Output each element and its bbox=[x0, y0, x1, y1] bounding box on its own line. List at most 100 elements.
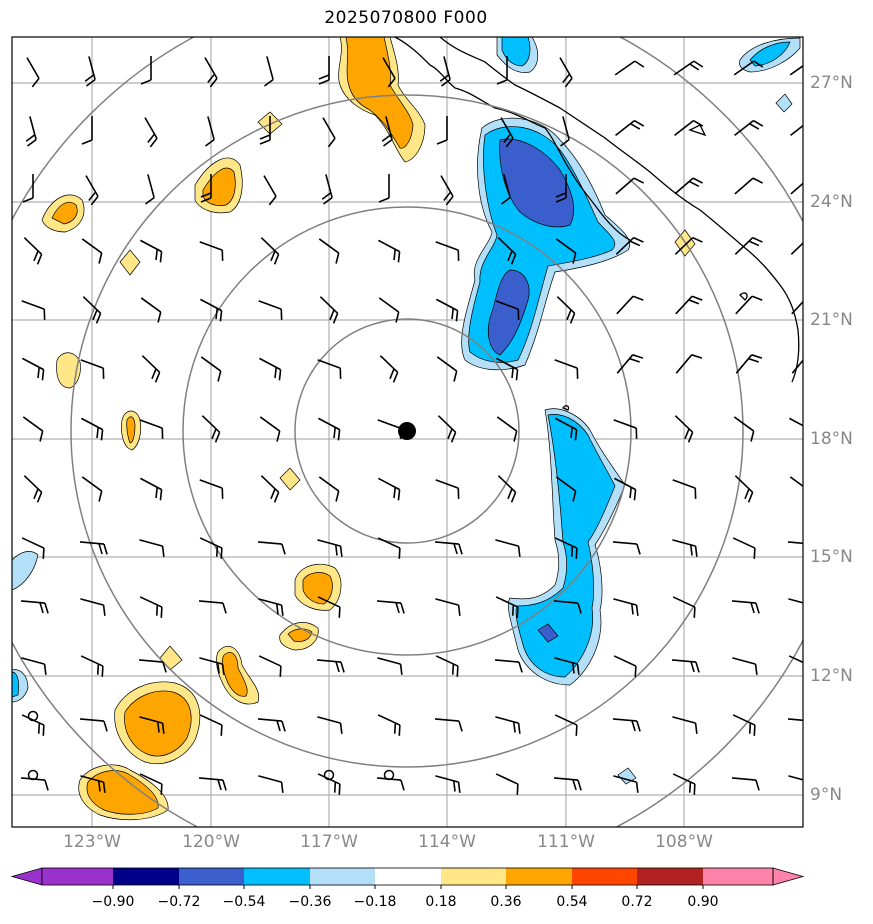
wind-barb-staff bbox=[207, 116, 215, 140]
wind-barb-flag bbox=[693, 784, 696, 795]
wind-barb-flag bbox=[807, 781, 808, 792]
wind-barb-flag bbox=[270, 488, 276, 500]
wind-barb-flag bbox=[453, 543, 458, 555]
wind-barb-flag bbox=[98, 543, 103, 555]
wind-barb-flag bbox=[219, 310, 223, 322]
wind-barb-staff bbox=[29, 116, 37, 140]
lat-label-21: 21°N bbox=[810, 310, 853, 330]
wind-barb-staff bbox=[81, 476, 103, 492]
wind-barb-flag bbox=[205, 138, 215, 147]
wind-barb-staff bbox=[139, 596, 163, 608]
wind-barb-staff bbox=[615, 119, 635, 137]
wind-barb-flag bbox=[318, 79, 330, 85]
wind-barb-staff bbox=[200, 356, 222, 372]
wind-barb-flag bbox=[400, 779, 405, 791]
wind-barb-flag bbox=[220, 548, 223, 559]
wind-barb-staff bbox=[731, 777, 757, 781]
wind-barb-flag bbox=[321, 192, 332, 200]
wind-barb-flag bbox=[147, 133, 156, 144]
wind-barb-flag bbox=[575, 725, 578, 736]
wind-barb-staff bbox=[615, 177, 635, 195]
wind-barb-staff bbox=[616, 295, 634, 315]
wind-barb-flag bbox=[84, 74, 95, 82]
wind-barb-flag bbox=[505, 137, 514, 148]
colorbar-segment bbox=[703, 868, 773, 885]
wind-barb-flag bbox=[333, 781, 337, 793]
wind-barb-flag bbox=[516, 784, 519, 795]
wind-barb-flag bbox=[755, 779, 760, 791]
wind-barb-staff bbox=[378, 477, 400, 491]
wind-barb-flag bbox=[633, 236, 644, 243]
wind-barb-flag bbox=[92, 309, 98, 321]
wind-barb-staff bbox=[555, 417, 577, 431]
wind-barb-staff bbox=[503, 174, 511, 198]
wind-barb-flag bbox=[273, 492, 280, 503]
wind-barb-staff bbox=[497, 237, 517, 255]
colorbar-segment bbox=[310, 868, 375, 885]
wind-barb-flag bbox=[155, 604, 159, 616]
wind-barb-staff bbox=[500, 117, 514, 139]
wind-barb-flag bbox=[339, 546, 343, 557]
wind-barb-staff bbox=[80, 775, 104, 783]
wind-barb-flag bbox=[161, 723, 165, 734]
wind-barb-flag bbox=[577, 602, 582, 614]
wind-barb-flag bbox=[687, 432, 694, 443]
wind-barb-flag bbox=[102, 782, 106, 793]
wind-barb-flag bbox=[338, 784, 341, 795]
wind-barb-flag bbox=[42, 548, 45, 559]
wind-barb-flag bbox=[101, 666, 104, 677]
wind-barb-staff bbox=[260, 475, 280, 493]
wind-barb-flag bbox=[808, 355, 818, 358]
wind-barb-flag bbox=[98, 490, 103, 502]
wind-barb-staff bbox=[201, 415, 221, 433]
wind-barb-staff bbox=[318, 417, 340, 431]
wind-barb-staff bbox=[198, 600, 224, 604]
wind-barb-staff bbox=[147, 174, 155, 198]
wind-barb-flag bbox=[507, 250, 513, 262]
wind-barb-flag bbox=[333, 427, 336, 439]
wind-barb-flag bbox=[161, 546, 165, 557]
wind-barb-flag bbox=[162, 661, 167, 673]
wind-barb-staff bbox=[554, 714, 578, 726]
wind-barb-flag bbox=[383, 138, 393, 147]
wind-barb-staff bbox=[555, 476, 577, 492]
wind-barb-flag bbox=[155, 249, 158, 261]
wind-barb-flag bbox=[395, 602, 400, 614]
wind-barb-flag bbox=[209, 77, 218, 88]
colorbar-tick-label: 0.72 bbox=[621, 894, 653, 910]
wind-barb-flag bbox=[398, 725, 401, 736]
wind-barb-staff bbox=[733, 416, 755, 432]
wind-barb-flag bbox=[200, 197, 212, 203]
wind-barb-flag bbox=[453, 370, 458, 382]
lon-label-111: 111°W bbox=[537, 832, 595, 852]
wind-barb-flag bbox=[516, 607, 519, 618]
wind-barb-staff bbox=[317, 539, 341, 547]
wind-barb-flag bbox=[140, 79, 152, 85]
wind-barb-flag bbox=[270, 250, 276, 262]
wind-barb-flag bbox=[276, 720, 281, 732]
lon-label-117: 117°W bbox=[300, 832, 358, 852]
wind-barb-flag bbox=[216, 662, 220, 674]
calm-circles bbox=[27, 710, 395, 781]
wind-barb-staff bbox=[562, 116, 570, 140]
lon-label-108: 108°W bbox=[655, 832, 713, 852]
wind-barb-flag bbox=[572, 779, 577, 791]
wind-barb-staff bbox=[259, 416, 281, 432]
wind-barb-staff bbox=[21, 300, 45, 310]
wind-barb-flag bbox=[340, 661, 345, 673]
wind-barb-staff bbox=[258, 300, 282, 310]
wind-barb-flag bbox=[693, 607, 696, 618]
wind-barb-staff bbox=[382, 57, 396, 79]
wind-barb-flag bbox=[378, 197, 390, 203]
wind-barb-flag bbox=[694, 546, 698, 557]
wind-barb-staff bbox=[257, 541, 283, 545]
wind-barb-staff bbox=[376, 600, 402, 604]
colorbar-segment bbox=[637, 868, 703, 885]
wind-barb-staff bbox=[139, 539, 163, 547]
wind-barb-staff bbox=[495, 716, 519, 724]
wind-barb-flag bbox=[753, 725, 756, 736]
wind-barb-flag bbox=[222, 602, 227, 614]
wind-barb-flag bbox=[337, 429, 341, 441]
wind-barb-staff bbox=[494, 659, 520, 663]
wind-barb-flag bbox=[515, 369, 519, 381]
